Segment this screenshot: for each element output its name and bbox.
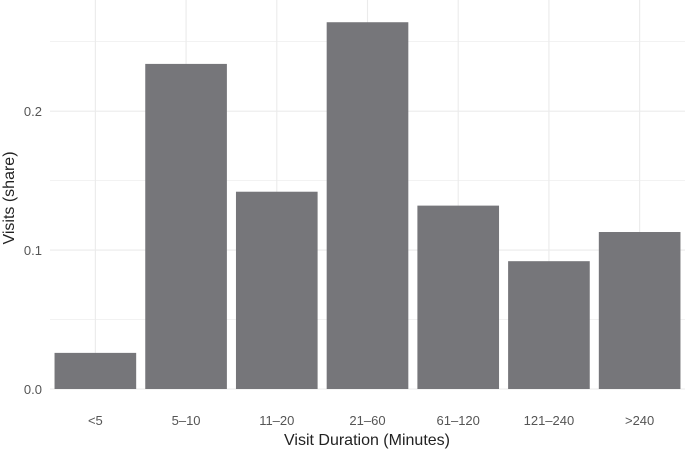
bar [508,261,590,389]
x-tick-label: 21–60 [349,413,385,428]
bars-layer [54,22,681,390]
bar [235,191,318,389]
y-axis-ticks: 0.0 0.1 0.2 [24,104,42,397]
x-tick-label: <5 [88,413,103,428]
x-tick-label: >240 [625,413,654,428]
bar [598,232,681,389]
x-tick-label: 121–240 [524,413,575,428]
y-tick-label: 0.1 [24,243,42,258]
bar [417,205,500,389]
bar [54,352,137,389]
x-axis-ticks: <5 5–10 11–20 21–60 61–120 121–240 >240 [88,413,654,428]
y-tick-label: 0.2 [24,104,42,119]
bar [145,63,227,390]
x-axis-title: Visit Duration (Minutes) [284,432,450,449]
x-tick-label: 5–10 [172,413,201,428]
x-tick-label: 11–20 [259,413,294,428]
x-tick-label: 61–120 [437,413,480,428]
y-tick-label: 0.0 [24,382,42,397]
bar [326,22,409,389]
y-axis-title: Visits (share) [1,151,18,244]
